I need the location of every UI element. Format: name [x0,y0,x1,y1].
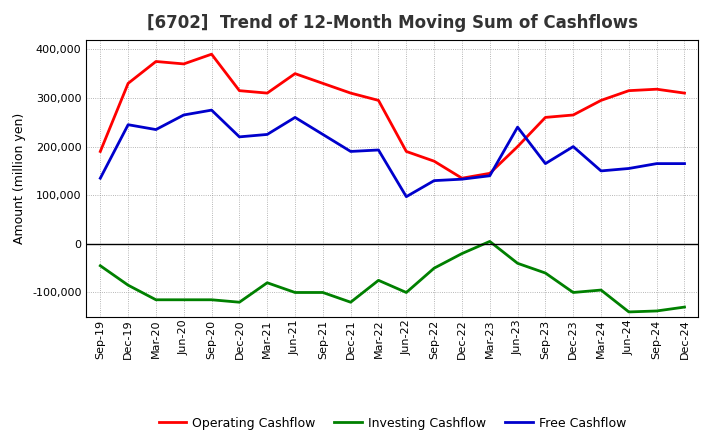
Operating Cashflow [458,176,467,181]
Operating Cashflow [318,81,327,86]
Investing Cashflow [374,278,383,283]
Investing Cashflow [680,304,689,310]
Operating Cashflow [597,98,606,103]
Operating Cashflow [402,149,410,154]
Operating Cashflow [152,59,161,64]
Operating Cashflow [652,87,661,92]
Investing Cashflow [402,290,410,295]
Investing Cashflow [513,260,522,266]
Free Cashflow [96,176,104,181]
Free Cashflow [541,161,550,166]
Free Cashflow [652,161,661,166]
Operating Cashflow [346,91,355,96]
Operating Cashflow [569,112,577,117]
Free Cashflow [458,176,467,182]
Free Cashflow [569,144,577,149]
Free Cashflow [402,194,410,199]
Investing Cashflow [124,282,132,288]
Operating Cashflow [96,149,104,154]
Investing Cashflow [318,290,327,295]
Operating Cashflow [513,144,522,149]
Free Cashflow [318,132,327,137]
Free Cashflow [680,161,689,166]
Free Cashflow [263,132,271,137]
Operating Cashflow [179,61,188,66]
Free Cashflow [374,147,383,153]
Investing Cashflow [291,290,300,295]
Operating Cashflow [485,171,494,176]
Free Cashflow [346,149,355,154]
Investing Cashflow [485,239,494,244]
Investing Cashflow [597,287,606,293]
Line: Operating Cashflow: Operating Cashflow [100,54,685,178]
Investing Cashflow [541,271,550,276]
Investing Cashflow [652,308,661,314]
Investing Cashflow [207,297,216,302]
Investing Cashflow [458,251,467,256]
Investing Cashflow [569,290,577,295]
Investing Cashflow [235,300,243,305]
Free Cashflow [124,122,132,127]
Y-axis label: Amount (million yen): Amount (million yen) [14,113,27,244]
Operating Cashflow [124,81,132,86]
Operating Cashflow [207,51,216,57]
Line: Investing Cashflow: Investing Cashflow [100,242,685,312]
Line: Free Cashflow: Free Cashflow [100,110,685,197]
Investing Cashflow [152,297,161,302]
Operating Cashflow [374,98,383,103]
Free Cashflow [624,166,633,171]
Free Cashflow [235,134,243,139]
Operating Cashflow [680,91,689,96]
Operating Cashflow [263,91,271,96]
Legend: Operating Cashflow, Investing Cashflow, Free Cashflow: Operating Cashflow, Investing Cashflow, … [153,412,631,435]
Operating Cashflow [430,158,438,164]
Operating Cashflow [541,115,550,120]
Investing Cashflow [96,263,104,268]
Investing Cashflow [624,309,633,315]
Investing Cashflow [263,280,271,286]
Free Cashflow [207,107,216,113]
Free Cashflow [513,125,522,130]
Title: [6702]  Trend of 12-Month Moving Sum of Cashflows: [6702] Trend of 12-Month Moving Sum of C… [147,15,638,33]
Free Cashflow [152,127,161,132]
Operating Cashflow [235,88,243,93]
Investing Cashflow [179,297,188,302]
Investing Cashflow [430,265,438,271]
Free Cashflow [597,168,606,173]
Operating Cashflow [291,71,300,76]
Free Cashflow [430,178,438,183]
Free Cashflow [179,112,188,117]
Investing Cashflow [346,300,355,305]
Free Cashflow [485,173,494,178]
Operating Cashflow [624,88,633,93]
Free Cashflow [291,115,300,120]
